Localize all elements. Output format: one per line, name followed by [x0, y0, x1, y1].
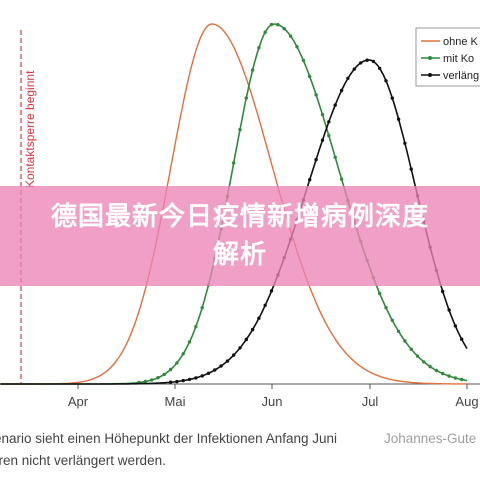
legend-label: verläng: [443, 70, 479, 82]
series-point: [276, 23, 280, 27]
series-point: [460, 377, 464, 382]
series-point: [409, 167, 413, 171]
legend-swatch-dot: [428, 56, 432, 60]
series-point: [447, 308, 451, 312]
series-line-0: [0, 23, 468, 385]
series-point: [460, 337, 464, 341]
series-point: [175, 361, 179, 365]
series-point: [168, 380, 173, 384]
contact-ban-marker-label: Kontaktsperre beginnt: [23, 70, 37, 188]
series-point: [175, 379, 179, 384]
legend-label: ohne K: [443, 36, 479, 48]
series-point: [403, 141, 407, 145]
series-point: [403, 339, 407, 343]
legend-box: [415, 27, 480, 87]
series-point: [213, 368, 217, 372]
series-point: [250, 327, 255, 332]
legend-label: mit Ko: [443, 53, 474, 65]
series-point: [200, 306, 204, 310]
series-point: [415, 354, 420, 358]
series-point: [238, 346, 242, 350]
series-point: [194, 324, 198, 329]
series-point: [263, 30, 267, 34]
series-point: [168, 367, 173, 372]
series-point: [244, 96, 248, 100]
series-point: [156, 376, 160, 380]
series-point: [187, 340, 192, 344]
series-point: [428, 364, 432, 369]
series-point: [378, 66, 382, 71]
series-point: [288, 34, 293, 38]
photo-credit: Johannes-Gute: [384, 431, 477, 446]
series-point: [339, 177, 344, 181]
caption-line-2: rren nicht verlängert werden.: [0, 453, 166, 468]
series-point: [390, 318, 394, 322]
series-point: [206, 371, 211, 375]
series-point: [447, 374, 451, 378]
x-tick-label: Mai: [165, 394, 186, 409]
series-point: [314, 93, 318, 97]
series-point: [396, 329, 401, 334]
caption-line-1: enario sieht einen Höhepunkt der Infekti…: [0, 431, 337, 446]
series-point: [269, 22, 274, 27]
series-point: [320, 138, 325, 142]
series-point: [225, 359, 230, 363]
series-point: [453, 324, 458, 328]
series-point: [359, 61, 363, 65]
series-point: [257, 46, 261, 50]
series-point: [181, 352, 185, 356]
series-point: [308, 178, 312, 182]
series-point: [219, 364, 223, 368]
series-point: [194, 376, 198, 380]
series-point: [232, 161, 236, 165]
series-point: [187, 377, 192, 382]
series-point: [352, 67, 356, 71]
x-tick-label: Jun: [262, 394, 283, 409]
x-tick-label: Apr: [68, 394, 89, 409]
title-banner: 德国最新今日疫情新增病例深度解析: [0, 186, 480, 286]
series-point: [327, 120, 331, 124]
series-point: [422, 360, 426, 364]
series-point: [314, 157, 318, 162]
series-point: [333, 103, 337, 107]
series-point: [396, 117, 401, 121]
series-point: [441, 289, 445, 294]
series-point: [232, 353, 236, 357]
series-point: [371, 59, 376, 64]
series-point: [257, 316, 261, 320]
series-point: [365, 58, 369, 62]
series-point: [282, 27, 286, 31]
series-point: [269, 289, 274, 293]
series-point: [238, 127, 242, 132]
series-point: [409, 347, 413, 351]
series-point: [384, 306, 388, 310]
series-point: [301, 58, 306, 63]
banner-title: 德国最新今日疫情新增病例深度解析: [50, 202, 429, 270]
series-point: [339, 88, 344, 93]
series-point: [390, 96, 394, 100]
series-point: [333, 155, 337, 159]
series-point: [162, 372, 166, 377]
series-point: [200, 374, 204, 378]
series-point: [181, 378, 185, 383]
series-point: [150, 378, 154, 382]
x-tick-label: Aug: [455, 394, 478, 409]
series-point: [250, 68, 255, 72]
series-point: [441, 371, 445, 376]
legend-swatch-dot: [428, 73, 432, 77]
series-point: [327, 133, 331, 138]
series-point: [320, 112, 325, 117]
series-point: [384, 79, 388, 83]
series-point: [263, 303, 267, 307]
series-point: [244, 337, 248, 342]
series-point: [346, 76, 350, 81]
series-point: [434, 368, 439, 373]
series-point: [143, 379, 148, 384]
series-point: [378, 291, 382, 296]
series-point: [453, 376, 458, 380]
series-point: [308, 74, 312, 79]
series-point: [295, 45, 299, 49]
x-tick-label: Jul: [362, 394, 379, 409]
